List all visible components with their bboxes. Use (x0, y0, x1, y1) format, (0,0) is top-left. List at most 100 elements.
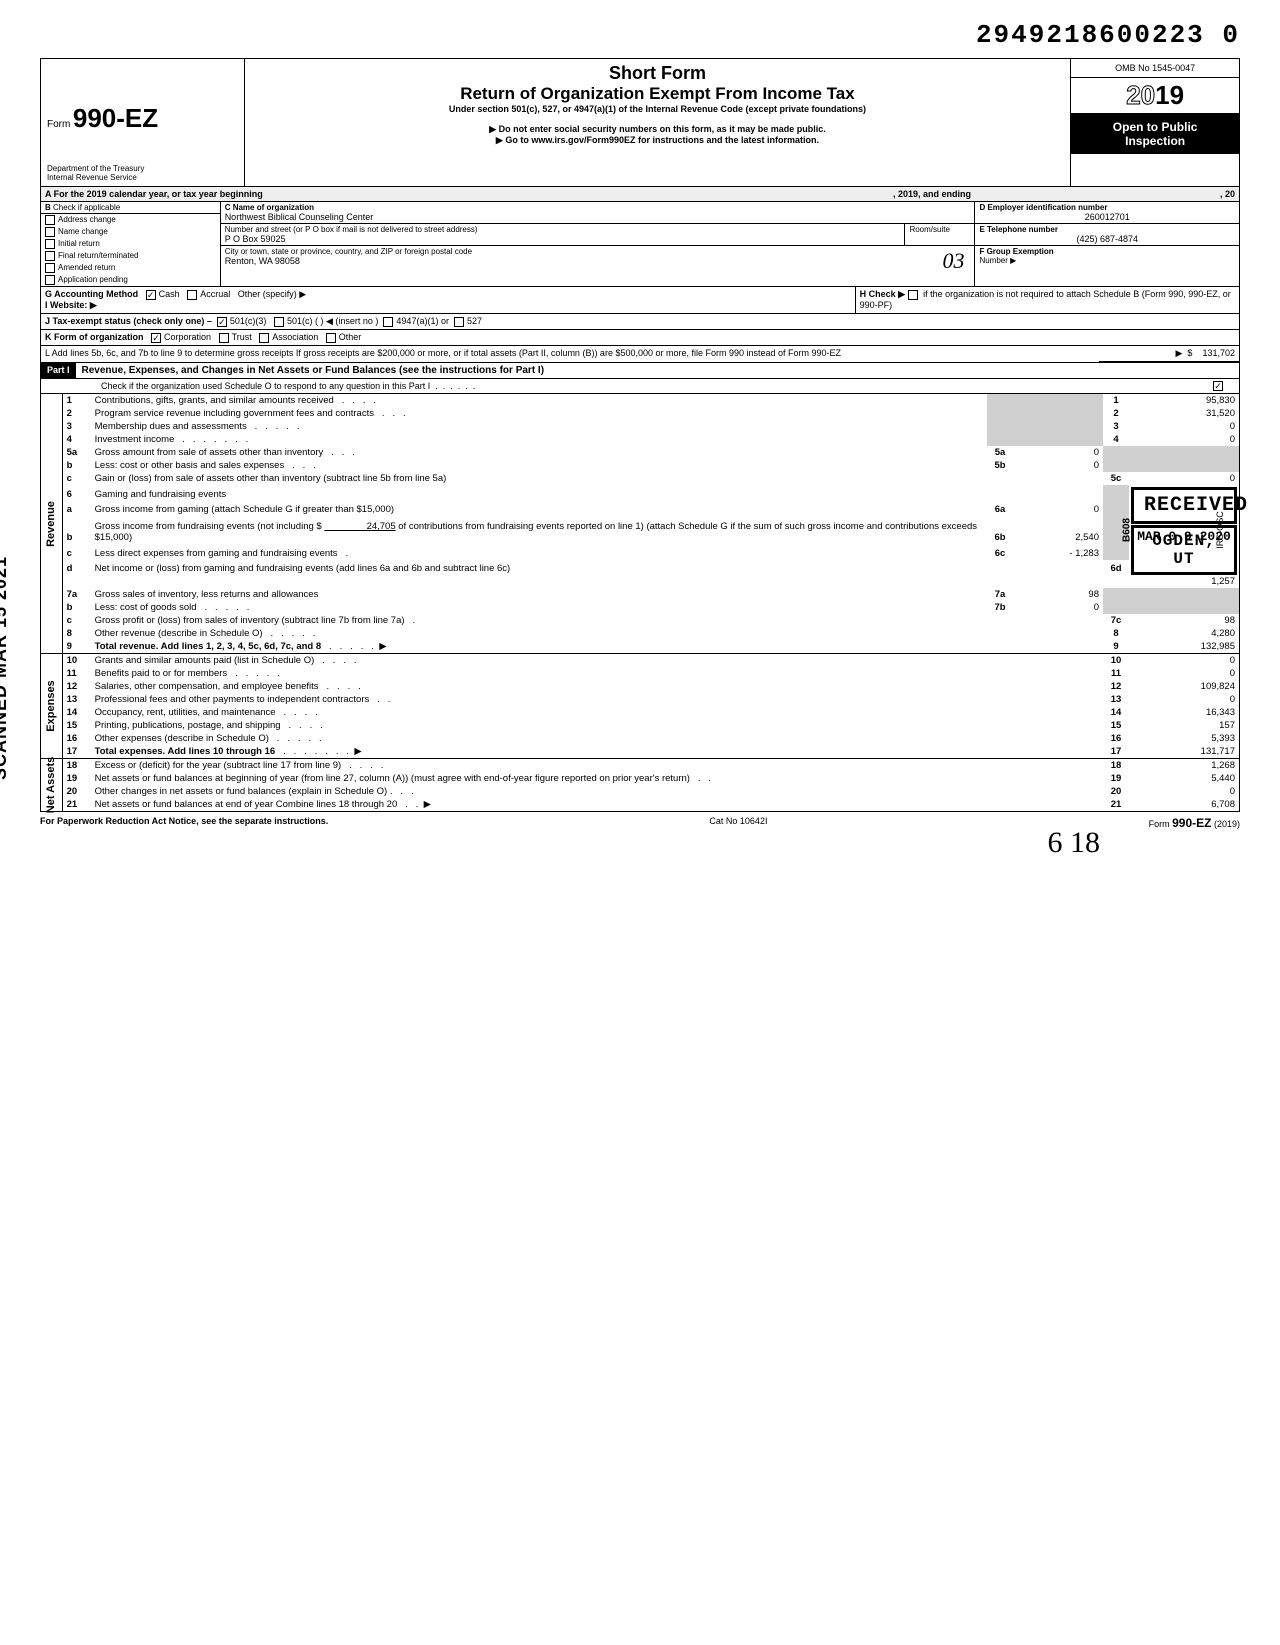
phone: (425) 687-4874 (979, 234, 1235, 244)
j-label: J Tax-exempt status (check only one) – (45, 316, 212, 326)
cb-amended[interactable] (45, 263, 55, 273)
received-stamp-cell: RECEIVED MAR 0 9 2020 OGDEN, UT B608 IRS… (1129, 485, 1239, 575)
row-j: J Tax-exempt status (check only one) – ✓… (40, 314, 1240, 330)
h-label: H Check ▶ (860, 289, 905, 299)
cb-527[interactable] (454, 317, 464, 327)
short-form-title: Short Form (251, 63, 1065, 84)
f-label: F Group Exemption (979, 247, 1053, 256)
open-to-public: Open to Public Inspection (1071, 114, 1239, 154)
row-a-end: , 20 (1220, 189, 1235, 199)
org-address: P O Box 59025 (225, 234, 901, 244)
line-4: 4 Investment income . . . . . . . 40 (63, 433, 1239, 446)
cb-accrual[interactable] (187, 290, 197, 300)
cb-name-change[interactable] (45, 227, 55, 237)
handwritten-03: 03 (942, 248, 964, 274)
cb-h[interactable] (908, 290, 918, 300)
line-14: 14Occupancy, rent, utilities, and mainte… (63, 706, 1239, 719)
line-12: 12Salaries, other compensation, and empl… (63, 680, 1239, 693)
stamp-irs-osc: IRS-OSC (1215, 511, 1225, 549)
line-21: 21Net assets or fund balances at end of … (63, 798, 1239, 811)
b-item-0: Address change (58, 215, 116, 224)
k-assoc: Association (272, 332, 318, 342)
g-cash: Cash (159, 289, 180, 299)
line-5c: c Gain or (loss) from sale of assets oth… (63, 472, 1239, 485)
row-g-h: G Accounting Method ✓Cash Accrual Other … (40, 287, 1240, 314)
j-501c3: 501(c)(3) (230, 316, 267, 326)
line-5a: 5a Gross amount from sale of assets othe… (63, 446, 1239, 459)
main-title: Return of Organization Exempt From Incom… (251, 84, 1065, 104)
cb-corp[interactable]: ✓ (151, 333, 161, 343)
cb-cash[interactable]: ✓ (146, 290, 156, 300)
g-label: G Accounting Method (45, 289, 138, 299)
cb-final-return[interactable] (45, 251, 55, 261)
cb-501c3[interactable]: ✓ (217, 317, 227, 327)
cb-part1-sched-o[interactable]: ✓ (1213, 381, 1223, 391)
form-header: Form 990-EZ Department of the Treasury I… (40, 58, 1240, 187)
row-a: A For the 2019 calendar year, or tax yea… (40, 187, 1240, 202)
line-6a: a Gross income from gaming (attach Sched… (63, 501, 1239, 516)
part1-header: Part I Revenue, Expenses, and Changes in… (40, 363, 1240, 379)
b-item-5: Application pending (58, 275, 128, 284)
line-6b: b Gross income from fundraising events (… (63, 516, 1239, 544)
cb-trust[interactable] (219, 333, 229, 343)
revenue-section: Revenue 1 Contributions, gifts, grants, … (40, 394, 1240, 654)
subtitle: Under section 501(c), 527, or 4947(a)(1)… (251, 104, 1065, 114)
side-netassets: Net Assets (41, 759, 63, 811)
line-6d-desc: d Net income or (loss) from gaming and f… (63, 560, 1239, 575)
form-number: 990-EZ (73, 103, 158, 133)
j-501c: 501(c) ( (287, 316, 318, 326)
footer-right: Form 990-EZ (2019) (1149, 816, 1240, 830)
part1-label: Part I (41, 363, 76, 378)
k-label: K Form of organization (45, 332, 144, 342)
cb-other[interactable] (326, 333, 336, 343)
line-5b: b Less: cost or other basis and sales ex… (63, 459, 1239, 472)
line-15: 15Printing, publications, postage, and s… (63, 719, 1239, 732)
ssn-warning: ▶ Do not enter social security numbers o… (251, 124, 1065, 135)
e-label: E Telephone number (979, 225, 1235, 234)
b-label: Check if applicable (53, 203, 120, 212)
room-label: Room/suite (904, 224, 974, 245)
stamp-b608: B608 (1121, 518, 1132, 542)
b-item-3: Final return/terminated (58, 251, 138, 260)
line-18: 18Excess or (deficit) for the year (subt… (63, 759, 1239, 772)
line-7b: b Less: cost of goods sold . . . . . 7b0 (63, 601, 1239, 614)
row-a-mid: , 2019, and ending (893, 189, 971, 199)
d-label: D Employer identification number (979, 203, 1235, 212)
j-insert: ) ◀ (insert no ) (320, 316, 378, 326)
footer-mid: Cat No 10642I (709, 816, 767, 830)
k-other: Other (339, 332, 362, 342)
line-19: 19Net assets or fund balances at beginni… (63, 772, 1239, 785)
cb-assoc[interactable] (259, 333, 269, 343)
goto-link: ▶ Go to www.irs.gov/Form990EZ for instru… (251, 135, 1065, 146)
org-info-block: B Check if applicable Address change Nam… (40, 202, 1240, 287)
l-val: 131,702 (1202, 348, 1235, 358)
org-name: Northwest Biblical Counseling Center (225, 212, 971, 222)
cb-initial-return[interactable] (45, 239, 55, 249)
scanned-stamp: SCANNED MAR 15 2021 (0, 556, 11, 780)
ein: 260012701 (979, 212, 1235, 222)
dept-treasury: Department of the Treasury Internal Reve… (47, 164, 238, 182)
line-6d-val: 1,257 (63, 575, 1239, 588)
addr-label: Number and street (or P O box if mail is… (225, 225, 901, 234)
l-arrow: ▶ (1175, 348, 1182, 358)
cb-4947[interactable] (383, 317, 393, 327)
line-1: 1 Contributions, gifts, grants, and simi… (63, 394, 1239, 407)
line-6: 6 Gaming and fundraising events RECEIVED… (63, 485, 1239, 500)
line-3: 3 Membership dues and assessments . . . … (63, 420, 1239, 433)
line-16: 16Other expenses (describe in Schedule O… (63, 732, 1239, 745)
cb-address-change[interactable] (45, 215, 55, 225)
row-k: K Form of organization ✓Corporation Trus… (40, 330, 1240, 346)
year-suffix: 19 (1155, 80, 1184, 110)
footer-left: For Paperwork Reduction Act Notice, see … (40, 816, 328, 830)
part1-title: Revenue, Expenses, and Changes in Net As… (76, 363, 1239, 378)
b-item-1: Name change (58, 227, 108, 236)
part1-check-text: Check if the organization used Schedule … (101, 381, 430, 391)
line-9: 9 Total revenue. Add lines 1, 2, 3, 4, 5… (63, 640, 1239, 653)
g-other: Other (specify) ▶ (238, 289, 306, 299)
signature: 6 18 (40, 826, 1240, 860)
cb-501c[interactable] (274, 317, 284, 327)
part1-check-row: Check if the organization used Schedule … (40, 379, 1240, 395)
cb-app-pending[interactable] (45, 275, 55, 285)
line-6c: c Less direct expenses from gaming and f… (63, 544, 1239, 559)
doc-code: 2949218600223 0 (40, 20, 1240, 50)
